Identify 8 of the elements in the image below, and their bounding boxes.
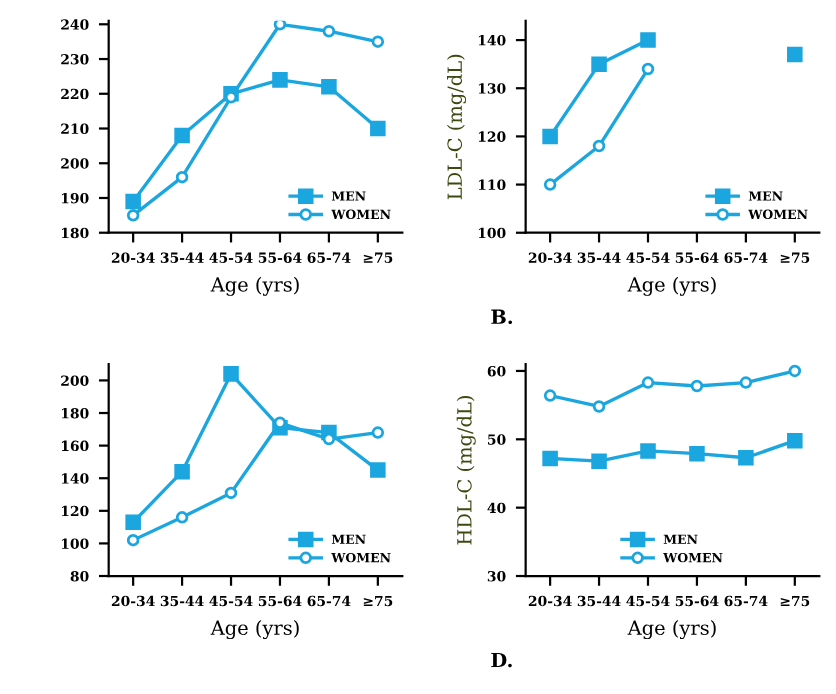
- x-axis-title: Age (yrs): [627, 276, 716, 296]
- y-axis-title: LDL-C (mg/dL): [447, 54, 467, 200]
- y-axis-title: HDL-C (mg/dL): [456, 396, 476, 545]
- x-axis-title: Age (yrs): [627, 620, 716, 640]
- text: B.: [491, 309, 513, 325]
- text: D.: [491, 652, 512, 668]
- x-axis-title: Age (yrs): [210, 276, 299, 296]
- x-axis-title: Age (yrs): [210, 620, 299, 640]
